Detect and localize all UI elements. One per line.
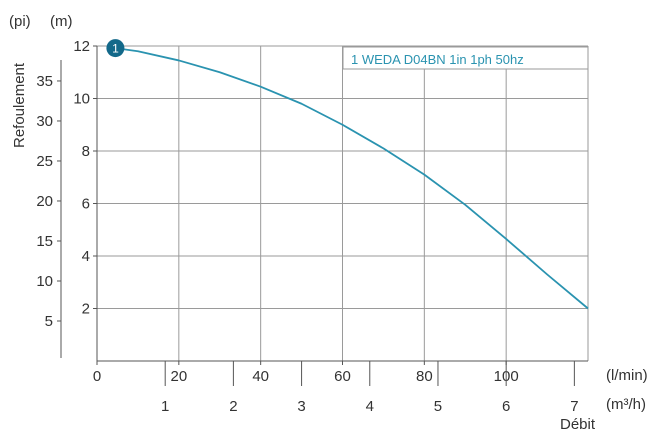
- y-tick-label-meters: 12: [73, 38, 90, 55]
- y-unit-meters: (m): [50, 13, 73, 30]
- y-tick-label-meters: 4: [82, 248, 90, 265]
- x-tick-label-m3h: 2: [229, 398, 237, 415]
- y-tick-label-feet: 5: [45, 313, 53, 330]
- y-axis-title: Refoulement: [11, 62, 28, 148]
- y-tick-label-meters: 10: [73, 91, 90, 108]
- y-tick-label-feet: 30: [36, 113, 53, 130]
- x-tick-label-lmin: 0: [93, 368, 101, 385]
- x-tick-label-m3h: 5: [434, 398, 442, 415]
- y-tick-label-meters: 8: [82, 143, 90, 160]
- y-unit-feet: (pi): [9, 13, 31, 30]
- y-tick-label-feet: 35: [36, 73, 53, 90]
- x-tick-label-m3h: 1: [161, 398, 169, 415]
- x-tick-label-lmin: 80: [416, 368, 433, 385]
- series-marker-label: 1: [112, 42, 119, 56]
- x-tick-label-lmin: 40: [252, 368, 269, 385]
- x-tick-label-m3h: 4: [366, 398, 374, 415]
- y-tick-label-feet: 20: [36, 193, 53, 210]
- y-tick-label-feet: 25: [36, 153, 53, 170]
- x-tick-label-m3h: 7: [570, 398, 578, 415]
- x-axis-title: Débit: [560, 416, 596, 432]
- series-marker: [106, 39, 125, 58]
- series-line: [115, 47, 589, 310]
- y-tick-label-feet: 10: [36, 273, 53, 290]
- y-tick-label-meters: 6: [82, 196, 90, 213]
- y-tick-label-meters: 2: [82, 301, 90, 318]
- y-tick-label-feet: 15: [36, 233, 53, 250]
- x-tick-label-m3h: 6: [502, 398, 510, 415]
- grid: [97, 45, 589, 361]
- legend-series-label: 1 WEDA D04BN 1in 1ph 50hz: [351, 52, 524, 67]
- x-tick-label-lmin: 60: [334, 368, 351, 385]
- x-tick-label-m3h: 3: [297, 398, 305, 415]
- x-tick-label-lmin: 20: [170, 368, 187, 385]
- x-unit-m3h: (m³/h): [606, 396, 646, 413]
- legend: 1 WEDA D04BN 1in 1ph 50hz: [342, 46, 589, 70]
- legend-box: [342, 46, 589, 70]
- series-layer: 1: [106, 39, 589, 310]
- x-unit-lmin: (l/min): [606, 367, 648, 384]
